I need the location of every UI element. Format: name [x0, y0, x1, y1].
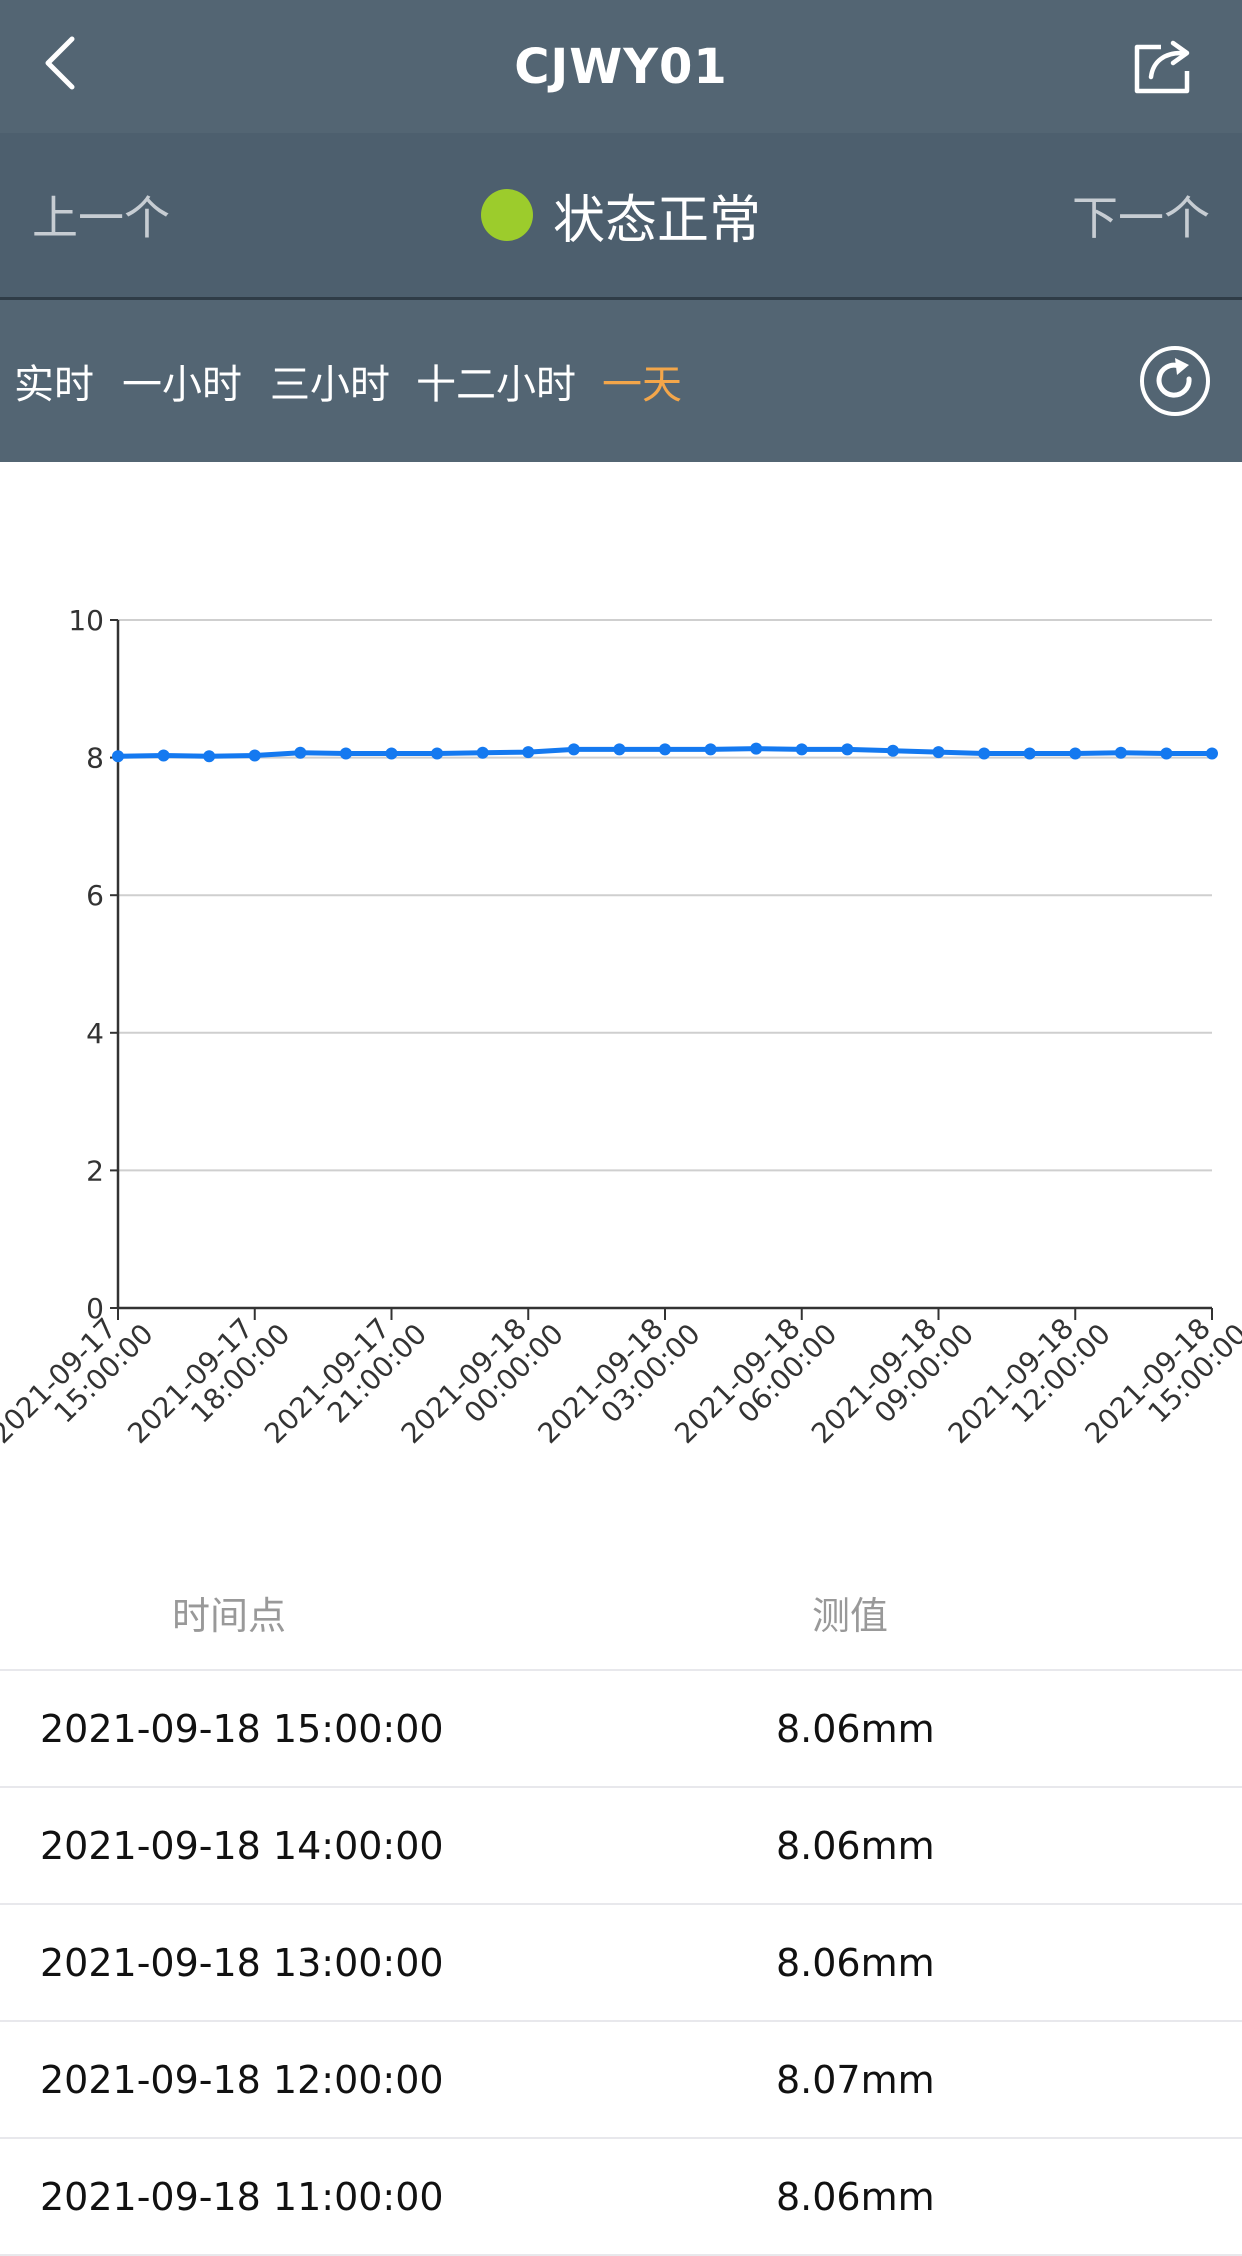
status-bar: 上一个 状态正常 下一个	[0, 133, 1242, 297]
data-point	[795, 743, 808, 756]
cell-time: 2021-09-18 11:00:00	[40, 2174, 444, 2219]
refresh-button[interactable]	[1130, 336, 1220, 426]
tab-one-hour[interactable]: 一小时	[122, 362, 242, 408]
status-dot	[480, 189, 533, 241]
y-tick-label: 10	[68, 604, 104, 637]
x-tick-label: 2021-09-1715:00:00	[0, 1296, 160, 1471]
cell-time: 2021-09-18 14:00:00	[40, 1823, 444, 1868]
column-header-time: 时间点	[172, 1593, 287, 1638]
cell-time: 2021-09-18 12:00:00	[40, 2057, 444, 2102]
data-point	[1206, 747, 1218, 760]
tab-realtime[interactable]: 实时	[14, 362, 94, 408]
y-tick-label: 2	[86, 1154, 104, 1187]
data-point	[613, 743, 626, 756]
refresh-icon	[1140, 346, 1210, 416]
y-tick-label: 8	[86, 742, 104, 775]
data-point	[203, 750, 216, 763]
data-point	[932, 746, 945, 759]
prev-button[interactable]: 上一个	[32, 191, 170, 245]
data-point	[1023, 747, 1036, 760]
cell-time: 2021-09-18 13:00:00	[40, 1940, 444, 1985]
data-point	[1114, 746, 1127, 759]
status-text: 状态正常	[552, 190, 761, 251]
data-point	[385, 747, 398, 760]
share-icon	[1134, 40, 1190, 94]
data-point	[1160, 747, 1173, 760]
back-button[interactable]	[30, 28, 90, 98]
column-header-value: 测值	[812, 1593, 889, 1638]
next-button[interactable]: 下一个	[1072, 191, 1210, 245]
table-header: 时间点 测值	[0, 1555, 1242, 1671]
table-row[interactable]: 2021-09-18 12:00:00 8.07mm	[0, 2022, 1242, 2139]
tab-three-hours[interactable]: 三小时	[270, 362, 390, 408]
data-point	[339, 747, 352, 760]
data-point	[522, 746, 535, 759]
y-tick-label: 0	[86, 1292, 104, 1325]
table-row[interactable]: 2021-09-18 11:00:00 8.06mm	[0, 2139, 1242, 2256]
x-tick-label: 2021-09-1721:00:00	[258, 1296, 433, 1471]
data-point	[248, 749, 261, 762]
data-point	[704, 743, 717, 756]
table-row[interactable]: 2021-09-18 14:00:00 8.06mm	[0, 1788, 1242, 1905]
y-tick-label: 4	[86, 1017, 104, 1050]
data-point	[978, 747, 991, 760]
chart-area: 0 2 4 6 8 10 2021-09-1715:00:00 2021-09-1718:00…	[0, 462, 1242, 1502]
data-point	[431, 747, 444, 760]
x-tick-label: 2021-09-1803:00:00	[532, 1296, 707, 1471]
x-tick-label: 2021-09-1806:00:00	[668, 1296, 843, 1471]
data-point	[750, 742, 763, 755]
x-tick-label: 2021-09-1800:00:00	[395, 1296, 570, 1471]
cell-value: 8.06mm	[776, 1823, 935, 1868]
data-point	[476, 746, 489, 759]
cell-value: 8.06mm	[776, 2174, 935, 2219]
tab-twelve-hours[interactable]: 十二小时	[416, 362, 576, 408]
cell-value: 8.06mm	[776, 1706, 935, 1751]
data-point	[112, 750, 124, 763]
x-tick-label: 2021-09-1815:00:00	[1079, 1296, 1242, 1471]
data-point	[294, 746, 307, 759]
data-point	[567, 743, 580, 756]
data-point	[1069, 747, 1082, 760]
app-header: CJWY01	[0, 0, 1242, 133]
page-title: CJWY01	[514, 38, 728, 95]
data-point	[659, 743, 671, 756]
time-range-bar: 实时 一小时 三小时 十二小时 一天	[0, 300, 1242, 462]
table-row[interactable]: 2021-09-18 13:00:00 8.06mm	[0, 1905, 1242, 2022]
divider	[0, 297, 1242, 300]
data-point	[841, 743, 854, 756]
x-tick-label: 2021-09-1718:00:00	[121, 1296, 296, 1471]
data-point	[886, 744, 899, 757]
tab-one-day[interactable]: 一天	[602, 362, 682, 408]
share-button[interactable]	[1128, 30, 1198, 100]
status-indicator: 状态正常	[0, 133, 1242, 297]
cell-value: 8.07mm	[776, 2057, 935, 2102]
y-tick-label: 6	[86, 879, 104, 912]
table-row[interactable]: 2021-09-18 15:00:00 8.06mm	[0, 1671, 1242, 1788]
chevron-left-icon	[45, 36, 75, 90]
cell-value: 8.06mm	[776, 1940, 935, 1985]
line-chart: 0 2 4 6 8 10 2021-09-1715:00:002021-09-1718:00…	[0, 604, 1242, 1471]
cell-time: 2021-09-18 15:00:00	[40, 1706, 444, 1751]
data-table: 2021-09-18 15:00:00 8.06mm 2021-09-18 14…	[0, 1671, 1242, 2256]
x-tick-label: 2021-09-1812:00:00	[942, 1296, 1117, 1471]
data-point	[157, 749, 170, 762]
x-tick-label: 2021-09-1809:00:00	[805, 1296, 980, 1471]
